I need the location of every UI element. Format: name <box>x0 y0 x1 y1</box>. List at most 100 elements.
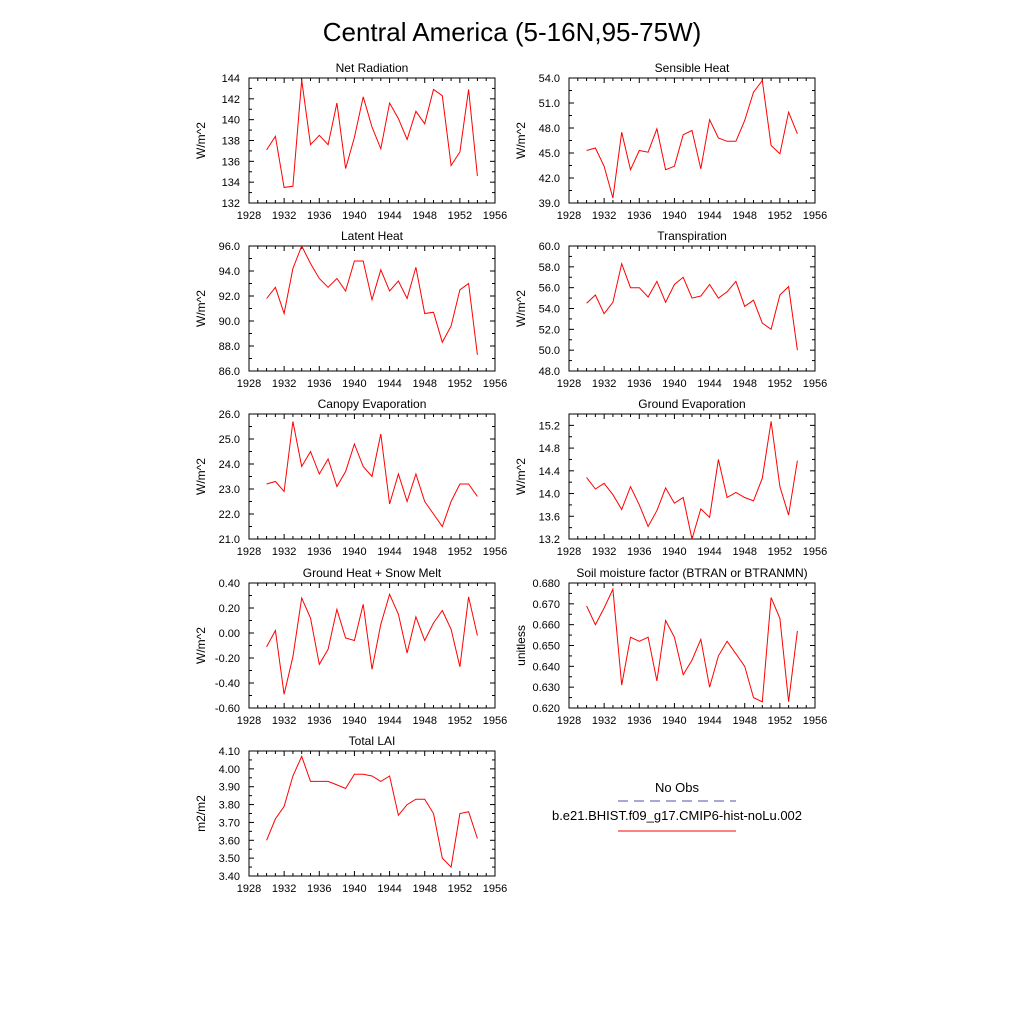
y-tick-label: 0.20 <box>219 603 240 615</box>
y-axis-label: W/m^2 <box>514 458 528 495</box>
y-tick-label: 136 <box>222 156 240 168</box>
y-tick-label: 24.0 <box>219 459 240 471</box>
y-tick-label: 3.40 <box>219 871 240 883</box>
y-tick-label: 54.0 <box>539 73 560 85</box>
x-tick-label: 1932 <box>272 378 296 390</box>
y-tick-label: 0.630 <box>532 682 560 694</box>
y-tick-label: 90.0 <box>219 316 240 328</box>
x-tick-label: 1928 <box>557 210 581 222</box>
y-tick-label: 45.0 <box>539 148 560 160</box>
x-tick-label: 1928 <box>237 378 261 390</box>
y-tick-label: 50.0 <box>539 345 560 357</box>
y-tick-label: -0.60 <box>215 703 240 715</box>
x-tick-label: 1936 <box>627 210 651 222</box>
x-tick-label: 1956 <box>483 546 507 558</box>
y-tick-label: 0.40 <box>219 578 240 590</box>
y-axis-label: W/m^2 <box>194 627 208 664</box>
x-tick-label: 1936 <box>307 546 331 558</box>
x-tick-label: 1952 <box>448 378 472 390</box>
legend-model-label: b.e21.BHIST.f09_g17.CMIP6-hist-noLu.002 <box>552 808 802 823</box>
x-tick-label: 1932 <box>592 378 616 390</box>
y-tick-label: 51.0 <box>539 98 560 110</box>
x-tick-label: 1956 <box>803 546 827 558</box>
series-line <box>266 421 478 528</box>
y-tick-label: 96.0 <box>219 241 240 253</box>
y-tick-label: 0.00 <box>219 628 240 640</box>
x-tick-label: 1952 <box>448 715 472 727</box>
x-tick-label: 1928 <box>237 210 261 222</box>
x-tick-label: 1928 <box>557 715 581 727</box>
x-tick-label: 1952 <box>768 378 792 390</box>
panel-title: Net Radiation <box>336 61 409 75</box>
panel-sensible-heat: Sensible Heat W/m^2 1928 1932 1936 1940 1944 19… <box>514 61 827 222</box>
y-tick-label: 0.680 <box>532 578 560 590</box>
plot-frame <box>568 582 816 709</box>
y-tick-label: 144 <box>222 73 240 85</box>
panel-grid: Net Radiation W/m^2 1928 1932 1936 1940 1944 19… <box>194 61 827 895</box>
plot-frame <box>248 245 496 372</box>
x-tick-label: 1932 <box>272 210 296 222</box>
panel-canopy-evaporation: Canopy Evaporation W/m^2 1928 1932 1936 1940 1… <box>194 397 507 558</box>
y-axis-label: m2/m2 <box>194 795 208 832</box>
x-tick-label: 1936 <box>307 883 331 895</box>
panel-total-lai: Total LAI m2/m2 1928 1932 1936 1940 1944 1948 19… <box>194 734 507 895</box>
y-tick-label: 22.0 <box>219 509 240 521</box>
series-line <box>266 755 478 869</box>
y-tick-label: 48.0 <box>539 123 560 135</box>
y-tick-label: -0.40 <box>215 678 240 690</box>
plot-frame <box>568 245 816 372</box>
series-line <box>266 244 478 355</box>
x-tick-label: 1948 <box>412 210 436 222</box>
y-tick-label: 0.670 <box>532 599 560 611</box>
x-tick-label: 1940 <box>342 546 366 558</box>
y-tick-label: 3.60 <box>219 835 240 847</box>
x-tick-label: 1952 <box>768 546 792 558</box>
x-tick-label: 1944 <box>697 378 721 390</box>
x-tick-label: 1956 <box>803 210 827 222</box>
panel-ground-heat-snow-melt: Ground Heat + Snow Melt W/m^2 1928 1932 1936… <box>194 566 507 727</box>
x-tick-label: 1944 <box>377 546 401 558</box>
y-tick-label: 142 <box>222 94 240 106</box>
panel-ground-evaporation: Ground Evaporation W/m^2 1928 1932 1936 1940 1… <box>514 397 827 558</box>
x-tick-label: 1944 <box>377 210 401 222</box>
y-axis-label: W/m^2 <box>194 458 208 495</box>
panel-soil-moisture-factor-btran-or-btranmn: Soil moisture factor (BTRAN or BTRANMN) u… <box>514 566 827 727</box>
y-tick-label: 54.0 <box>539 304 560 316</box>
x-tick-label: 1952 <box>768 210 792 222</box>
x-tick-label: 1948 <box>732 715 756 727</box>
y-tick-label: 26.0 <box>219 409 240 421</box>
y-tick-label: 13.6 <box>539 511 560 523</box>
x-tick-label: 1948 <box>412 715 436 727</box>
y-tick-label: 58.0 <box>539 262 560 274</box>
y-tick-label: 3.80 <box>219 800 240 812</box>
plot-frame <box>248 582 496 709</box>
y-tick-label: 23.0 <box>219 484 240 496</box>
x-tick-label: 1932 <box>592 210 616 222</box>
y-axis-label: W/m^2 <box>514 122 528 159</box>
x-tick-label: 1944 <box>377 715 401 727</box>
x-tick-label: 1940 <box>342 378 366 390</box>
y-tick-label: 13.2 <box>539 534 560 546</box>
panel-title: Canopy Evaporation <box>318 397 427 411</box>
y-tick-label: 134 <box>222 177 240 189</box>
y-tick-label: 4.00 <box>219 764 240 776</box>
x-tick-label: 1928 <box>237 883 261 895</box>
y-tick-label: 25.0 <box>219 434 240 446</box>
x-tick-label: 1948 <box>412 378 436 390</box>
series-line <box>586 421 798 540</box>
x-tick-label: 1956 <box>483 715 507 727</box>
y-tick-label: 56.0 <box>539 283 560 295</box>
x-tick-label: 1936 <box>307 210 331 222</box>
y-tick-label: 60.0 <box>539 241 560 253</box>
x-tick-label: 1936 <box>627 378 651 390</box>
plot-frame <box>568 77 816 204</box>
y-tick-label: 132 <box>222 198 240 210</box>
panel-latent-heat: Latent Heat W/m^2 1928 1932 1936 1940 1944 1948… <box>194 229 507 390</box>
x-tick-label: 1956 <box>483 883 507 895</box>
y-tick-label: 0.640 <box>532 661 560 673</box>
x-tick-label: 1928 <box>237 715 261 727</box>
y-tick-label: 94.0 <box>219 266 240 278</box>
panel-title: Latent Heat <box>341 229 404 243</box>
x-tick-label: 1956 <box>803 378 827 390</box>
